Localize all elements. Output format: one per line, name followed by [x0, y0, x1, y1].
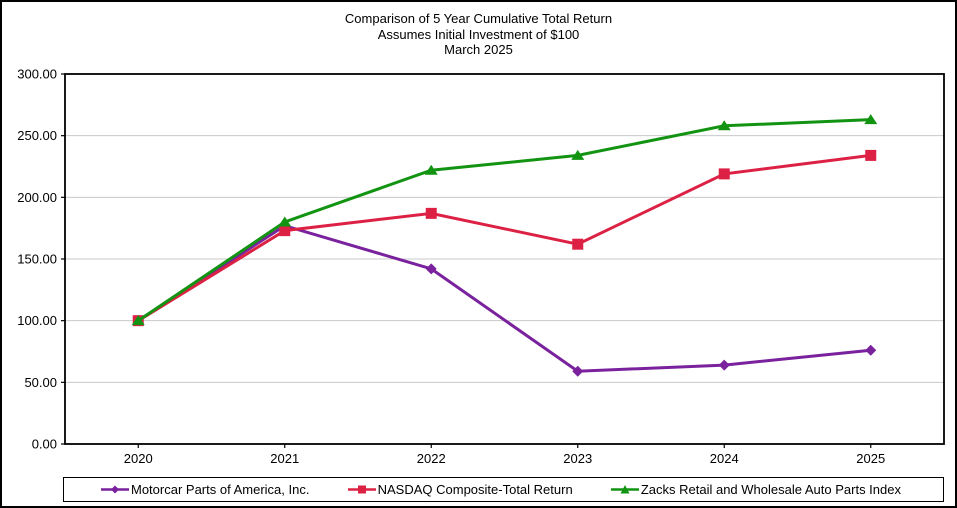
data-point-marker-triangle: [717, 120, 731, 131]
data-point-marker-square: [279, 225, 291, 237]
y-tick-label: 0.00: [32, 437, 57, 452]
data-point-marker-triangle: [864, 114, 878, 125]
chart-subtitle-date: March 2025: [444, 42, 513, 57]
x-tick-label: 2023: [563, 451, 592, 466]
data-point-marker-square: [572, 238, 584, 250]
legend-label: Motorcar Parts of America, Inc.: [131, 482, 310, 497]
data-point-marker-diamond: [718, 359, 730, 371]
chart-subtitle: Assumes Initial Investment of $100: [377, 26, 580, 42]
legend-item: NASDAQ Composite-Total Return: [347, 482, 573, 497]
data-point-marker-diamond: [865, 344, 877, 356]
chart-title-block: Comparison of 5 Year Cumulative Total Re…: [2, 11, 955, 58]
data-point-marker-square: [425, 207, 437, 219]
legend: Motorcar Parts of America, Inc. NASDAQ Co…: [63, 477, 944, 502]
legend-square-marker-icon: [347, 485, 376, 494]
data-point-marker-square: [718, 168, 730, 180]
data-point-marker-diamond: [572, 365, 584, 377]
y-tick-label: 50.00: [24, 375, 57, 390]
data-point-marker-triangle: [571, 149, 585, 160]
x-tick-label: 2025: [856, 451, 885, 466]
x-tick-label: 2020: [124, 451, 153, 466]
chart-title: Comparison of 5 Year Cumulative Total Re…: [344, 11, 613, 26]
legend-item: Zacks Retail and Wholesale Auto Parts In…: [610, 482, 901, 497]
series-line: [137, 118, 871, 322]
series-line: [137, 224, 871, 373]
legend-item: Motorcar Parts of America, Inc.: [100, 482, 309, 497]
data-point-marker-triangle: [424, 164, 438, 175]
legend-label: NASDAQ Composite-Total Return: [377, 482, 573, 497]
data-point-marker-triangle: [278, 216, 292, 227]
y-tick-label: 100.00: [17, 313, 57, 328]
x-tick-label: 2022: [417, 451, 446, 466]
legend-triangle-marker-icon: [610, 485, 639, 494]
y-tick-label: 200.00: [17, 190, 57, 205]
y-tick-label: 150.00: [17, 252, 57, 267]
legend-label: Zacks Retail and Wholesale Auto Parts In…: [640, 482, 901, 497]
y-tick-label: 250.00: [17, 128, 57, 143]
data-point-marker-triangle: [131, 315, 145, 326]
y-tick-label: 300.00: [17, 67, 57, 82]
x-tick-label: 2021: [270, 451, 299, 466]
legend-diamond-marker-icon: [101, 485, 129, 494]
data-point-marker-square: [865, 149, 877, 161]
x-tick-label: 2024: [710, 451, 739, 466]
series-line: [137, 153, 871, 322]
data-point-marker-diamond: [425, 263, 437, 275]
